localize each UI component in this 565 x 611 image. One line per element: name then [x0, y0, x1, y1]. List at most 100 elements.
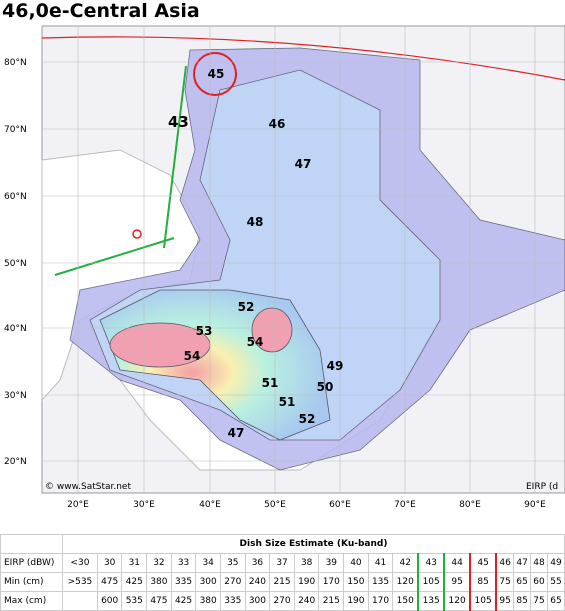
table-cell: 65 [513, 572, 532, 592]
table-cell: 240 [293, 591, 320, 611]
table-cell: 39 [318, 553, 345, 573]
table-cell: 335 [219, 591, 246, 611]
table-cell: 135 [367, 572, 394, 592]
table-cell: 42 [392, 553, 419, 573]
table-cell: 170 [367, 591, 394, 611]
highlight-lines [54, 65, 187, 276]
table-cell: 270 [219, 572, 246, 592]
lon-label: 20°E [67, 500, 89, 510]
table-cell: 75 [495, 572, 515, 592]
coverage-edge [41, 36, 565, 81]
contour-label: 54 [247, 335, 264, 349]
table-cell: 150 [343, 572, 369, 592]
contour-label: 48 [247, 215, 264, 229]
table-cell: 475 [96, 572, 123, 592]
table-cell: 600 [96, 591, 123, 611]
contour-label: 47 [228, 426, 245, 440]
table-cell: 30 [96, 553, 123, 573]
table-cell: 60 [530, 572, 548, 592]
table-cell: 335 [170, 572, 197, 592]
table-cell: 190 [293, 572, 320, 592]
table-cell: 135 [417, 591, 446, 611]
table-cell: 380 [195, 591, 221, 611]
lon-label: 30°E [133, 500, 155, 510]
table-cell: 35 [219, 553, 246, 573]
table-cell: 55 [546, 572, 565, 592]
contour-label: 49 [327, 359, 344, 373]
map: 43 © www.SatStar.net EIRP (d 80°N 70°N 60°… [4, 25, 565, 510]
table-cell: 425 [170, 591, 197, 611]
lat-label: 60°N [4, 192, 27, 202]
table-cell: 95 [443, 572, 471, 592]
table-cell: 32 [146, 553, 172, 573]
contour-label: 51 [279, 395, 296, 409]
table-cell: 31 [121, 553, 148, 573]
table-cell: 535 [121, 591, 148, 611]
table-cell: 85 [469, 572, 498, 592]
contour-peak [251, 307, 293, 353]
table-cell: 41 [367, 553, 394, 573]
table-cell: 300 [244, 591, 271, 611]
table-cell: 75 [530, 591, 548, 611]
lat-label: 20°N [4, 457, 27, 467]
legend-label: EIRP (d [526, 482, 558, 492]
contour-label: 52 [299, 412, 316, 426]
lon-label: 80°E [459, 500, 481, 510]
contour-label: 53 [196, 324, 213, 338]
table-cell: 105 [417, 572, 446, 592]
table-cell: Min (cm) [0, 572, 63, 592]
table-row: EIRP (dBW) <30 30 31 32 33 34 35 36 37 38 39 40 41 42 4… [0, 553, 565, 573]
highlight-circle [193, 52, 237, 96]
table-cell: >535 [62, 572, 98, 592]
table-cell: 37 [269, 553, 295, 573]
table-row: Max (cm) 600 535 475 425 380 335 300 270 240 215 19… [0, 591, 565, 611]
table-cell: 34 [195, 553, 221, 573]
table-cell: 120 [392, 572, 419, 592]
table-cell: 48 [530, 553, 548, 573]
table-cell: 215 [269, 572, 295, 592]
table-cell: <30 [62, 553, 98, 573]
contour-label: 47 [295, 157, 312, 171]
title: 46,0e-Central Asia [2, 0, 200, 22]
table-cell: EIRP (dBW) [0, 553, 63, 573]
lon-label: 40°E [199, 500, 221, 510]
contour-label: 46 [269, 117, 286, 131]
table-cell: 38 [293, 553, 320, 573]
table-cell: 47 [513, 553, 532, 573]
lon-label: 70°E [394, 500, 416, 510]
table-cell: 40 [343, 553, 369, 573]
table-cell: 49 [546, 553, 565, 573]
table-cell: 190 [343, 591, 369, 611]
table-cell: 45 [469, 553, 498, 573]
table-cell: 65 [546, 591, 565, 611]
table-cell: 170 [318, 572, 345, 592]
table-cell: 36 [244, 553, 271, 573]
table-cell: Dish Size Estimate (Ku-band) [62, 534, 565, 554]
lon-label: 60°E [329, 500, 351, 510]
table-cell: 475 [146, 591, 172, 611]
table-cell: 240 [244, 572, 271, 592]
table-cell: 85 [513, 591, 532, 611]
table-row: Min (cm) >535 475 425 380 335 300 270 240 215 190 1… [0, 572, 565, 592]
dish-table: Dish Size Estimate (Ku-band) EIRP (dBW) <3… [0, 534, 565, 611]
lon-label: 50°E [264, 500, 286, 510]
table-cell: 150 [392, 591, 419, 611]
annotation: 43 [168, 113, 189, 131]
table-cell: 380 [146, 572, 172, 592]
table-cell: Max (cm) [0, 591, 63, 611]
table-cell: 46 [495, 553, 515, 573]
contour-label: 45 [208, 67, 225, 81]
table-cell: 105 [469, 591, 498, 611]
contour-label: 52 [238, 300, 255, 314]
copyright: © www.SatStar.net [45, 482, 131, 492]
table-cell: 44 [443, 553, 471, 573]
lat-label: 80°N [4, 58, 27, 68]
contour-label: 54 [184, 349, 201, 363]
satellite-marker [132, 229, 142, 239]
table-cell: 33 [170, 553, 197, 573]
lat-label: 70°N [4, 125, 27, 135]
lat-label: 50°N [4, 259, 27, 269]
table-cell: 95 [495, 591, 515, 611]
lon-label: 90°E [524, 500, 546, 510]
